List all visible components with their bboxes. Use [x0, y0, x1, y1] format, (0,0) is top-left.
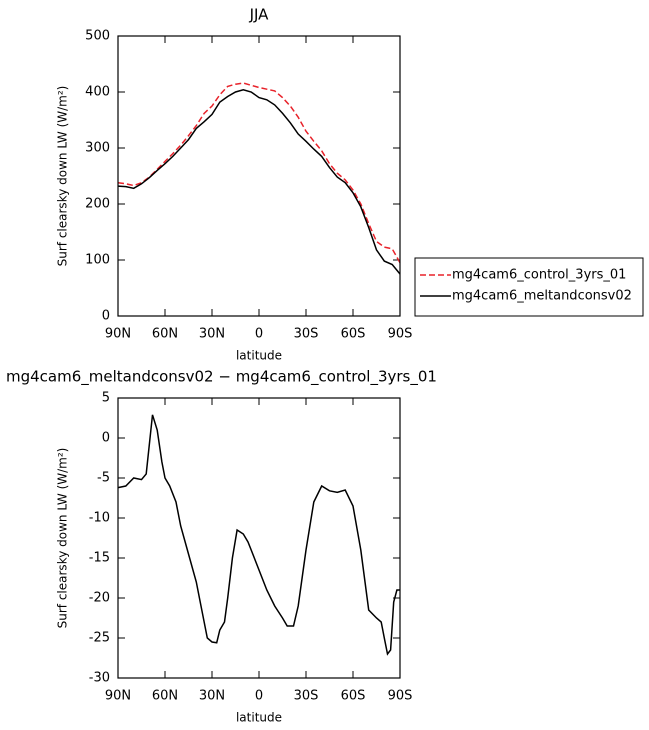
y-tick-label: 400	[85, 85, 110, 100]
y-axis-label: Surf clearsky down LW (W/m²)	[56, 448, 70, 629]
x-tick-label: 90N	[105, 689, 131, 704]
plot-frame	[117, 397, 401, 679]
x-tick-label: 60S	[341, 689, 366, 704]
x-tick-label: 0	[255, 327, 263, 342]
y-tick-label: 0	[102, 309, 110, 324]
chart-title: mg4cam6_meltandconsv02 − mg4cam6_control…	[6, 368, 437, 387]
legend-box	[414, 257, 644, 317]
x-tick-label: 60S	[341, 327, 366, 342]
plot-frame	[117, 35, 401, 317]
y-tick-label: 0	[102, 431, 110, 446]
data-line	[117, 89, 401, 275]
x-tick-label: 30S	[294, 327, 319, 342]
x-tick-label: 90S	[388, 327, 413, 342]
y-axis-label: Surf clearsky down LW (W/m²)	[56, 86, 70, 267]
x-tick-label: 30S	[294, 689, 319, 704]
x-tick-label: 90S	[388, 689, 413, 704]
data-line	[117, 82, 401, 264]
y-tick-label: 100	[85, 253, 110, 268]
x-tick-label: 60N	[152, 327, 178, 342]
y-tick-label: 200	[85, 197, 110, 212]
x-axis-label: latitude	[236, 711, 282, 725]
x-tick-label: 30N	[199, 689, 225, 704]
legend-label: mg4cam6_meltandconsv02	[452, 289, 632, 304]
x-tick-label: 0	[255, 689, 263, 704]
x-tick-label: 60N	[152, 689, 178, 704]
legend-label: mg4cam6_control_3yrs_01	[452, 268, 626, 283]
x-tick-label: 30N	[199, 327, 225, 342]
x-tick-label: 90N	[105, 327, 131, 342]
y-tick-label: -30	[89, 671, 110, 686]
y-tick-label: -10	[89, 511, 110, 526]
y-tick-label: -5	[97, 471, 110, 486]
y-tick-label: 500	[85, 29, 110, 44]
y-tick-label: 5	[102, 391, 110, 406]
chart-title: JJA	[249, 6, 270, 24]
data-line	[117, 414, 400, 656]
x-axis-label: latitude	[236, 349, 282, 363]
y-tick-label: -25	[89, 631, 110, 646]
y-tick-label: -15	[89, 551, 110, 566]
y-tick-label: 300	[85, 141, 110, 156]
y-tick-label: -20	[89, 591, 110, 606]
